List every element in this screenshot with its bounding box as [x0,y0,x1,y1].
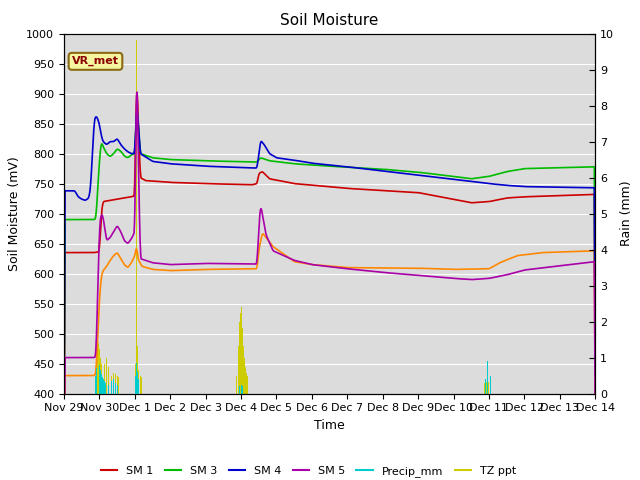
Bar [140,375,141,394]
Bar [97,367,99,394]
Bar [136,39,137,394]
Bar [236,375,237,394]
Bar [118,377,119,394]
Bar [98,343,99,394]
Bar [99,348,100,394]
Bar [113,379,114,394]
Bar [141,377,142,394]
Bar [136,363,137,394]
Bar [490,375,491,394]
Bar [135,364,136,394]
Bar [108,367,109,394]
Bar [137,360,138,394]
Bar [238,346,239,394]
Bar [116,384,118,394]
Bar [100,374,102,394]
Bar [96,346,97,394]
Bar [111,375,112,394]
Bar [245,367,246,394]
Bar [136,274,137,394]
Bar [116,375,118,394]
Bar [240,312,241,394]
Bar [104,364,105,394]
Bar [138,370,139,394]
Bar [487,361,488,394]
Y-axis label: Rain (mm): Rain (mm) [620,181,632,246]
Bar [100,358,101,394]
Bar [490,384,491,394]
Bar [101,364,102,394]
Bar [246,372,247,394]
Bar [115,383,116,394]
Bar [111,381,112,394]
Bar [243,346,244,394]
Bar [137,372,138,394]
Bar [137,346,138,394]
Bar [95,375,96,394]
Bar [487,380,488,394]
Legend: SM 1, SM 2, SM 3, SM 4, SM 5, Precip_mm, TZ ppt: SM 1, SM 2, SM 3, SM 4, SM 5, Precip_mm,… [96,462,521,480]
Bar [109,370,111,394]
Bar [138,379,139,394]
Bar [247,375,248,394]
Bar [241,312,242,394]
Title: Soil Moisture: Soil Moisture [280,13,379,28]
Bar [103,379,104,394]
Bar [97,340,98,394]
Bar [244,358,245,394]
Bar [113,372,114,394]
Bar [109,386,111,394]
Bar [106,358,107,394]
Bar [104,381,105,394]
Bar [115,374,116,394]
Bar [239,322,240,394]
Bar [488,382,489,394]
Bar [488,383,490,394]
Bar [136,243,138,394]
Bar [239,386,240,394]
Bar [484,383,485,394]
Bar [485,379,486,394]
Bar [488,369,490,394]
Text: VR_met: VR_met [72,56,119,66]
X-axis label: Time: Time [314,419,345,432]
Bar [102,370,104,394]
Y-axis label: Soil Moisture (mV): Soil Moisture (mV) [8,156,20,271]
Bar [108,384,109,394]
